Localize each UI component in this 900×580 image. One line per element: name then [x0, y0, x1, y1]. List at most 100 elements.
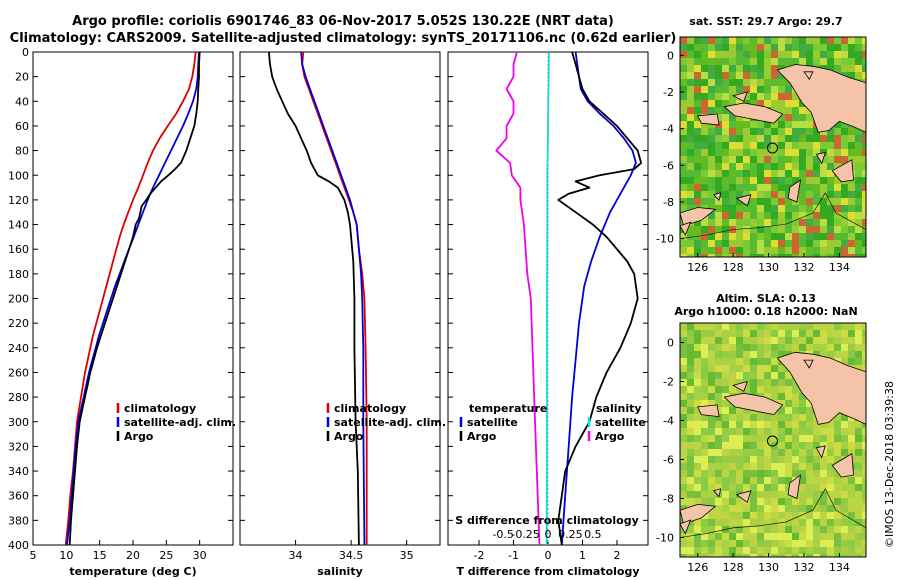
- map-field-cell: [680, 421, 687, 428]
- map-field-cell: [771, 337, 778, 344]
- bathymetry-contour: [679, 192, 867, 239]
- map-field-cell: [694, 156, 701, 163]
- map-field-cell: [680, 505, 687, 512]
- map-field-cell: [757, 198, 764, 205]
- map-field-cell: [715, 79, 722, 86]
- map-field-cell: [764, 219, 771, 226]
- map-field-cell: [729, 65, 736, 72]
- map-field-cell: [708, 177, 715, 184]
- map-field-cell: [743, 177, 750, 184]
- map-field-cell: [764, 191, 771, 198]
- map-field-cell: [743, 512, 750, 519]
- map-field-cell: [785, 484, 792, 491]
- map-field-cell: [743, 226, 750, 233]
- map-field-cell: [862, 226, 866, 233]
- map-field-cell: [778, 484, 785, 491]
- map-field-cell: [778, 435, 785, 442]
- map-field-cell: [743, 156, 750, 163]
- map-field-cell: [834, 498, 841, 505]
- map-field-cell: [771, 135, 778, 142]
- map-field-cell: [813, 191, 820, 198]
- map-field-cell: [841, 498, 848, 505]
- map-field-cell: [862, 470, 866, 477]
- map-field-cell: [715, 177, 722, 184]
- map-field-cell: [680, 191, 687, 198]
- map-field-cell: [764, 358, 771, 365]
- map-field-cell: [792, 470, 799, 477]
- map-field-cell: [855, 128, 862, 135]
- map-field-cell: [687, 435, 694, 442]
- map-field-cell: [708, 149, 715, 156]
- map-field-cell: [687, 358, 694, 365]
- map-field-cell: [862, 191, 866, 198]
- map-field-cell: [792, 449, 799, 456]
- map-field-cell: [771, 533, 778, 540]
- map-field-cell: [834, 240, 841, 247]
- map-field-cell: [680, 386, 687, 393]
- map-field-cell: [750, 484, 757, 491]
- map-field-cell: [757, 358, 764, 365]
- map-field-cell: [708, 540, 715, 547]
- map-field-cell: [771, 58, 778, 65]
- map-field-cell: [694, 177, 701, 184]
- map-field-cell: [680, 491, 687, 498]
- map-field-cell: [764, 156, 771, 163]
- map-field-cell: [764, 533, 771, 540]
- map-field-cell: [750, 379, 757, 386]
- map-field-cell: [736, 365, 743, 372]
- map-field-cell: [792, 498, 799, 505]
- map-field-cell: [778, 540, 785, 547]
- map-field-cell: [722, 456, 729, 463]
- map-field-cell: [743, 351, 750, 358]
- map-field-cell: [729, 365, 736, 372]
- map-field-cell: [736, 533, 743, 540]
- map-field-cell: [715, 86, 722, 93]
- map-field-cell: [694, 337, 701, 344]
- map-field-cell: [694, 93, 701, 100]
- map-field-cell: [862, 344, 866, 351]
- map-field-cell: [694, 484, 701, 491]
- map-field-cell: [841, 254, 848, 257]
- map-field-cell: [715, 163, 722, 170]
- map-field-cell: [722, 198, 729, 205]
- map-field-cell: [743, 554, 750, 557]
- map-field-cell: [855, 477, 862, 484]
- map-field-cell: [841, 442, 848, 449]
- map-field-cell: [701, 498, 708, 505]
- map-field-cell: [848, 442, 855, 449]
- map-field-cell: [736, 240, 743, 247]
- map-field-cell: [764, 93, 771, 100]
- map-field-cell: [778, 386, 785, 393]
- land-mass: [723, 102, 784, 124]
- map-field-cell: [813, 505, 820, 512]
- map-field-cell: [792, 554, 799, 557]
- map-field-cell: [771, 72, 778, 79]
- map-field-cell: [778, 240, 785, 247]
- map-field-cell: [785, 379, 792, 386]
- y-tick-label: 140: [8, 219, 29, 232]
- map-field-cell: [806, 254, 813, 257]
- map-field-cell: [764, 44, 771, 51]
- map-field-cell: [827, 58, 834, 65]
- map-field-cell: [708, 163, 715, 170]
- map-field-cell: [855, 484, 862, 491]
- map-field-cell: [715, 65, 722, 72]
- map-field-cell: [722, 421, 729, 428]
- map-field-cell: [687, 540, 694, 547]
- map-field-cell: [862, 491, 866, 498]
- map-field-cell: [848, 344, 855, 351]
- map-field-cell: [855, 554, 862, 557]
- p-temp-x-tick-label: 30: [193, 549, 207, 562]
- map-field-cell: [715, 226, 722, 233]
- map-field-cell: [841, 240, 848, 247]
- map-field-cell: [820, 526, 827, 533]
- map-field-cell: [862, 435, 866, 442]
- map-field-cell: [687, 93, 694, 100]
- map-field-cell: [771, 247, 778, 254]
- map-field-cell: [736, 149, 743, 156]
- map-field-cell: [729, 149, 736, 156]
- map-field-cell: [680, 344, 687, 351]
- map-field-cell: [729, 372, 736, 379]
- map-field-cell: [722, 135, 729, 142]
